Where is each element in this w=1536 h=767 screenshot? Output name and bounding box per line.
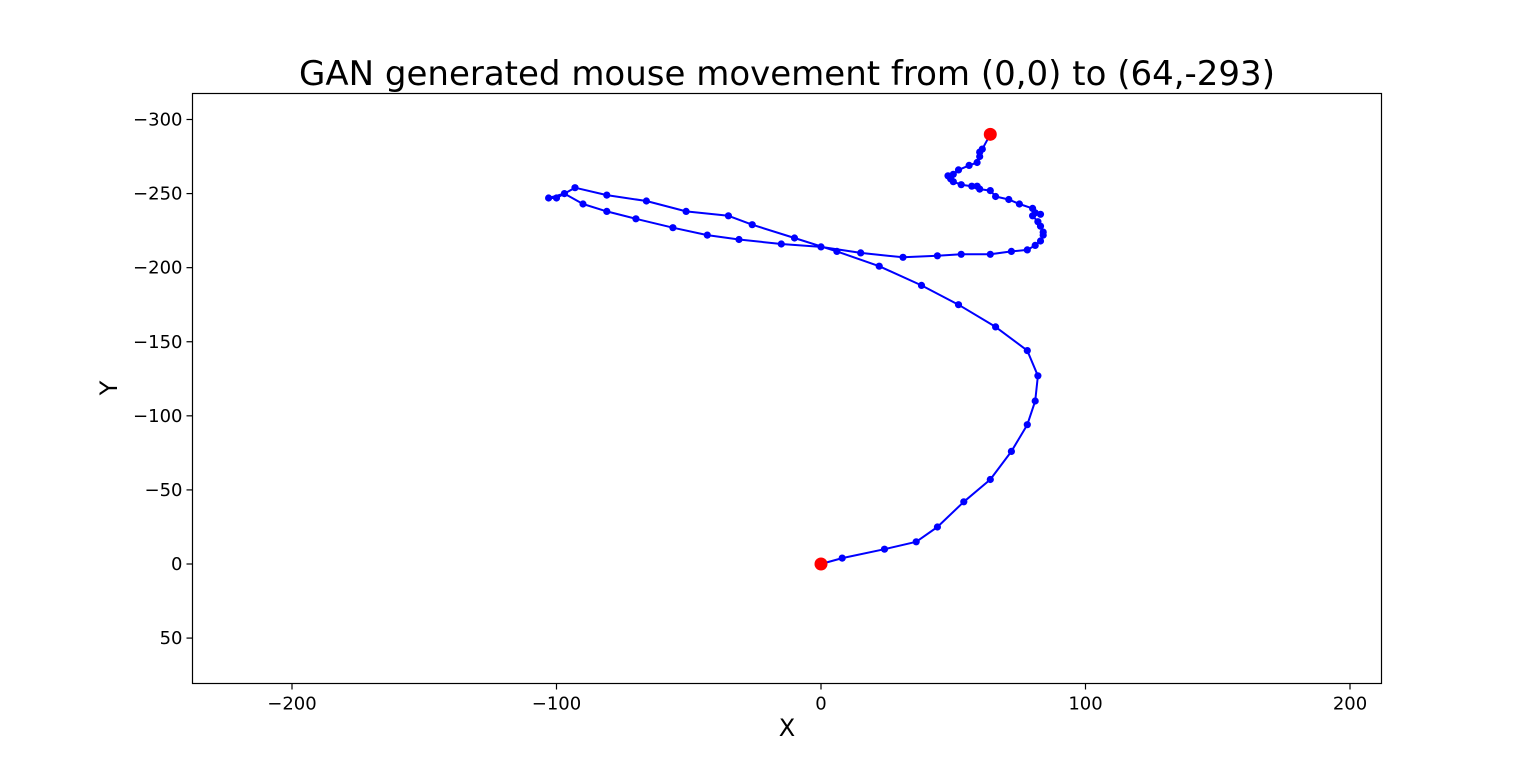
data-point: [748, 221, 756, 229]
data-point: [603, 207, 611, 215]
plot-area: [545, 127, 1047, 571]
data-point: [632, 215, 640, 223]
data-point: [978, 145, 986, 153]
y-tick-label: −100: [133, 406, 182, 427]
data-point: [571, 184, 579, 192]
data-point: [1039, 228, 1047, 236]
y-tick-label: 50: [160, 628, 183, 649]
data-point: [1005, 195, 1013, 204]
data-point: [973, 158, 981, 167]
data-point: [1007, 447, 1016, 455]
data-point: [957, 250, 965, 258]
data-point: [560, 190, 569, 198]
data-point: [1031, 241, 1039, 249]
x-tick-label: 100: [1068, 694, 1102, 715]
end-point-marker: [983, 127, 997, 141]
data-point: [552, 194, 561, 202]
data-point: [838, 554, 846, 562]
data-point: [917, 281, 926, 289]
data-point: [973, 182, 981, 190]
data-point: [669, 224, 677, 232]
data-point: [1031, 397, 1039, 405]
y-axis-label: Y: [95, 380, 123, 396]
data-point: [954, 166, 963, 174]
data-point: [954, 301, 963, 309]
data-point: [1023, 421, 1031, 429]
data-point: [817, 243, 825, 251]
data-point: [703, 231, 711, 239]
data-point: [1023, 347, 1031, 355]
data-point: [960, 498, 968, 506]
data-point: [1034, 218, 1042, 226]
data-point: [642, 197, 651, 205]
data-point: [1036, 210, 1045, 218]
chart-title: GAN generated mouse movement from (0,0) …: [299, 54, 1275, 94]
data-point: [992, 323, 1000, 331]
data-point: [957, 181, 965, 189]
x-tick-label: 200: [1333, 694, 1367, 715]
data-point: [968, 182, 976, 190]
plot-frame: [191, 92, 1383, 685]
data-point: [790, 234, 799, 242]
x-tick-label: −100: [532, 694, 581, 715]
y-tick-label: −200: [133, 258, 182, 279]
data-point: [912, 538, 920, 546]
data-point: [545, 194, 553, 202]
data-point: [1015, 200, 1024, 208]
data-point: [880, 545, 889, 553]
y-tick-label: 0: [171, 554, 182, 575]
x-tick-label: −200: [267, 694, 316, 715]
data-point: [875, 262, 883, 270]
data-point: [933, 523, 942, 531]
y-tick-label: −250: [133, 184, 182, 205]
data-point: [857, 249, 865, 257]
x-tick-label: 0: [815, 694, 826, 715]
data-point: [986, 187, 994, 195]
data-point: [1029, 204, 1037, 212]
data-point: [724, 212, 733, 220]
y-tick-label: −150: [133, 332, 182, 353]
y-tick-label: −300: [133, 110, 182, 131]
data-point: [1007, 247, 1016, 255]
start-point-marker: [814, 557, 828, 571]
x-axis-label: X: [779, 714, 795, 742]
data-point: [833, 247, 841, 255]
data-point: [682, 207, 690, 215]
data-point: [603, 191, 611, 199]
data-point: [965, 161, 973, 169]
data-point: [986, 475, 994, 484]
data-point: [1034, 372, 1042, 380]
data-point: [986, 250, 994, 258]
y-tick-label: −50: [145, 480, 183, 501]
data-point: [949, 170, 957, 178]
axis-ticks: −200 −100 0 100 200 −300 −250 −200 −150 −100 −50 0 5…: [133, 110, 1367, 715]
data-point: [992, 192, 1000, 201]
data-point: [933, 252, 942, 260]
data-point: [735, 235, 743, 244]
data-point: [579, 200, 587, 208]
data-point: [777, 240, 785, 248]
data-point: [1036, 237, 1045, 245]
data-point: [1023, 246, 1031, 254]
data-point: [899, 253, 907, 261]
